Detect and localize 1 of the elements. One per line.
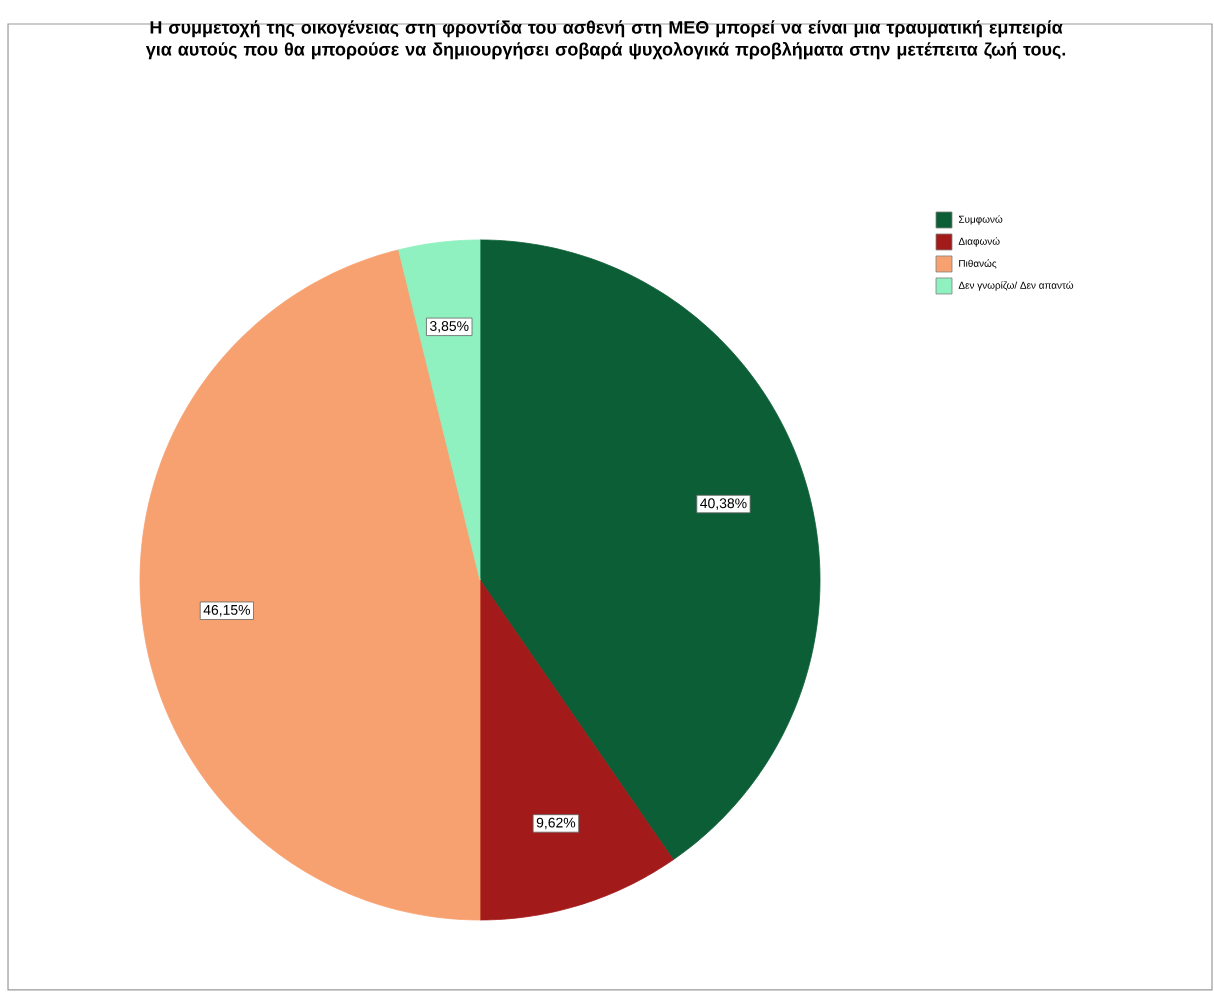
chart-title: Η συμμετοχή της οικογένειας στη φροντίδα του ασθενή στη ΜΕΘ μπορεί να είναι μια τραυματική εμπειρία για αυτούς που θα μπορούσε να δημιουργήσει σοβαρά ψυχολογικά προβλήματα στην μετέπειτα ζωή τους. <box>145 20 1066 60</box>
